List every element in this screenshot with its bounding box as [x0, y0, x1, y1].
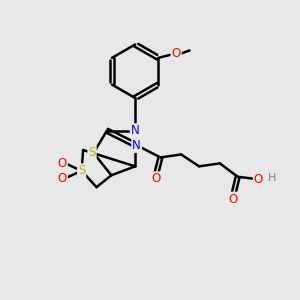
Text: O: O [58, 172, 67, 185]
Text: O: O [172, 47, 181, 60]
Text: O: O [254, 172, 263, 186]
Text: O: O [58, 157, 67, 170]
Text: S: S [88, 146, 96, 160]
Text: H: H [268, 173, 277, 183]
Text: N: N [131, 124, 140, 137]
Text: O: O [229, 193, 238, 206]
Text: O: O [151, 172, 160, 185]
Text: S: S [78, 164, 85, 177]
Text: N: N [132, 139, 141, 152]
